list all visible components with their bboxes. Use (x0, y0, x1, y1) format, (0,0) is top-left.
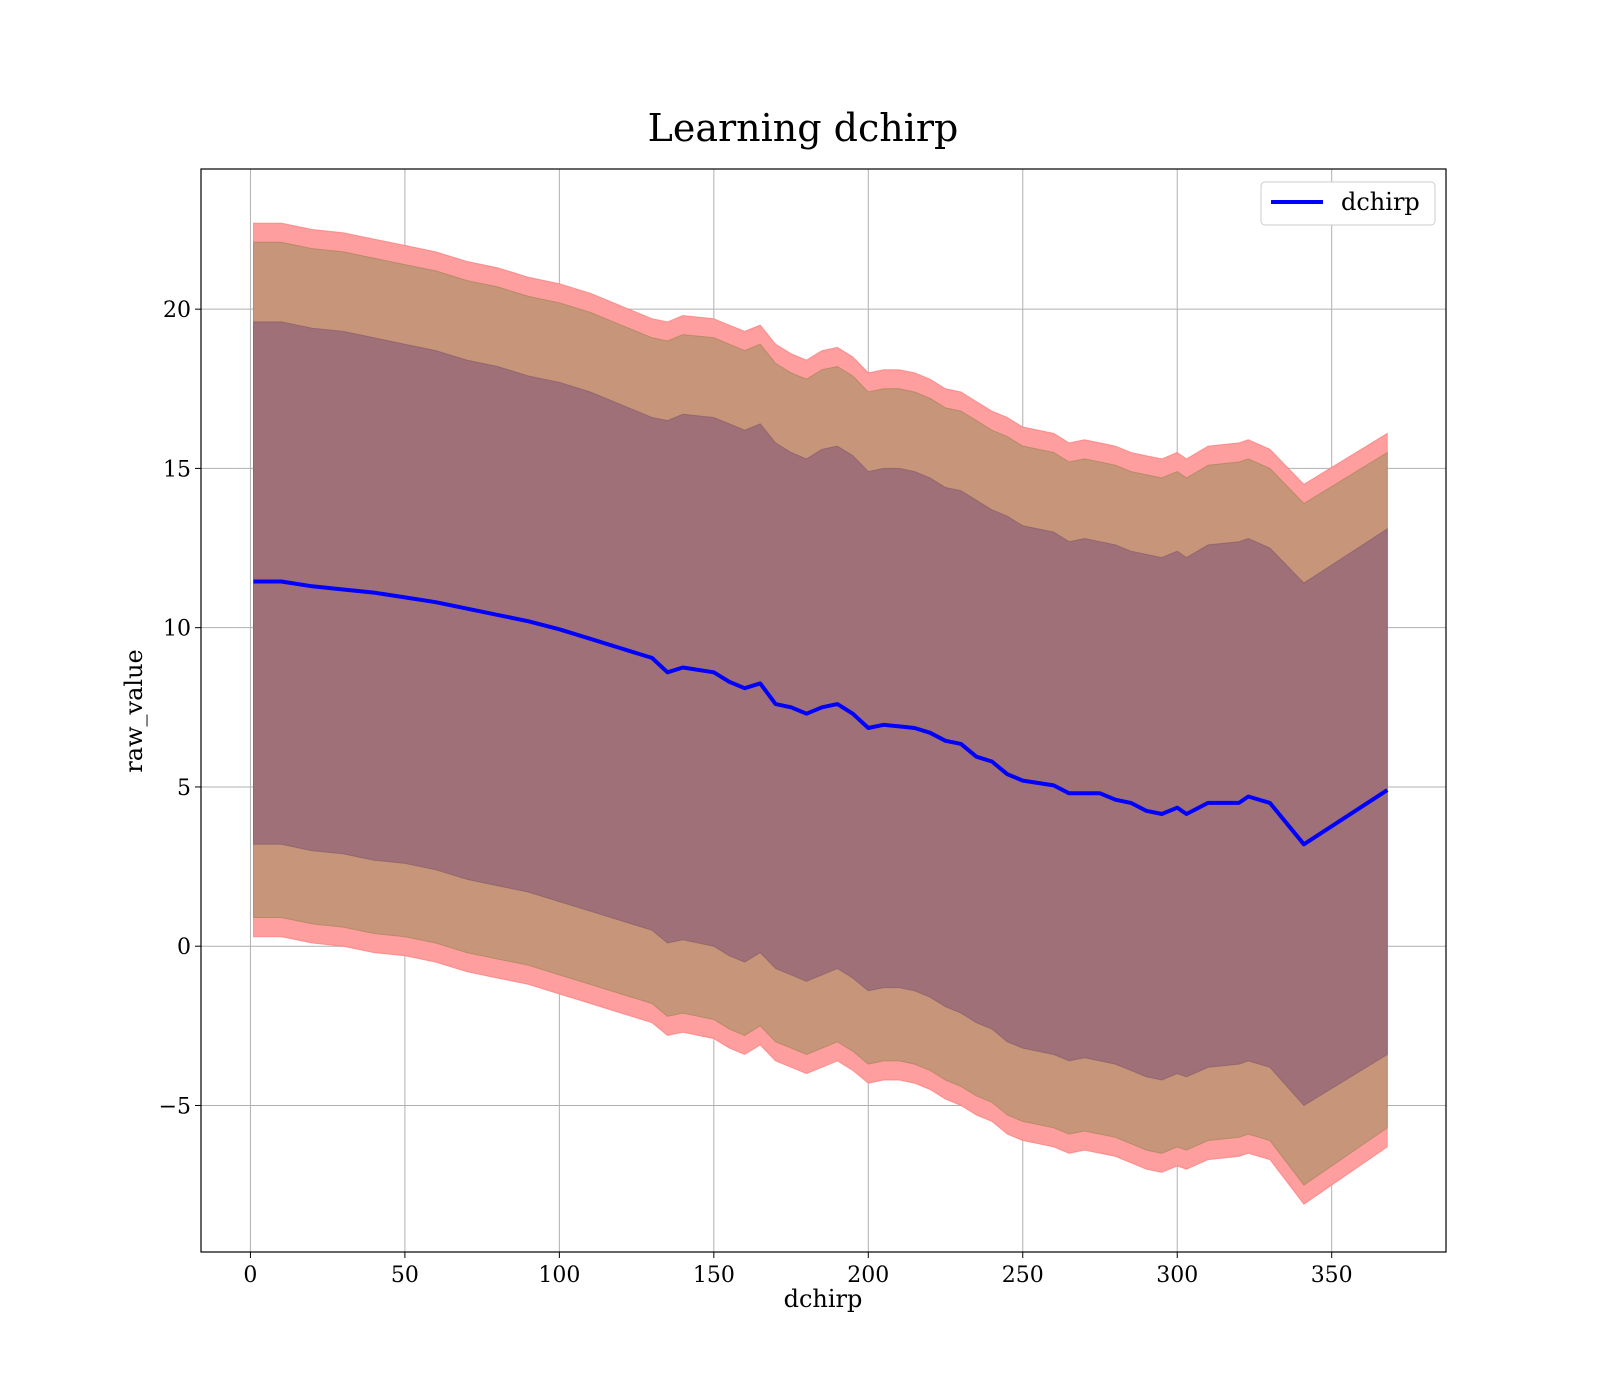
y-axis-label: raw_value (120, 649, 148, 773)
y-tick-label: 20 (163, 298, 191, 323)
y-tick-label: 5 (177, 776, 191, 801)
legend-label-dchirp: dchirp (1341, 188, 1420, 216)
x-axis-label: dchirp (784, 1285, 863, 1313)
x-tick-label: 300 (1156, 1263, 1198, 1288)
x-tick-label: 150 (693, 1263, 735, 1288)
y-tick-label: 0 (177, 935, 191, 960)
x-tick-label: 0 (243, 1263, 257, 1288)
series-line-dchirp (253, 579, 1389, 847)
x-tick-label: 350 (1311, 1263, 1353, 1288)
axis-ticks: 0 50 100 150 200 250 300 350 −5 0 5 10 15 20 (159, 298, 1353, 1288)
legend-box (1260, 181, 1436, 226)
y-tick-label: −5 (159, 1094, 191, 1119)
x-tick-label: 100 (538, 1263, 580, 1288)
confidence-bands (253, 222, 1388, 1205)
band-inner (253, 321, 1388, 1107)
chart-title: Learning dchirp (648, 106, 959, 150)
series-lines (253, 579, 1389, 847)
x-tick-label: 250 (1002, 1263, 1044, 1288)
y-tick-label: 15 (163, 457, 191, 482)
x-tick-label: 200 (847, 1263, 889, 1288)
x-tick-label: 50 (391, 1263, 419, 1288)
legend: dchirp (1260, 181, 1436, 226)
y-tick-label: 10 (163, 617, 191, 642)
plot-frame (200, 168, 1447, 1253)
